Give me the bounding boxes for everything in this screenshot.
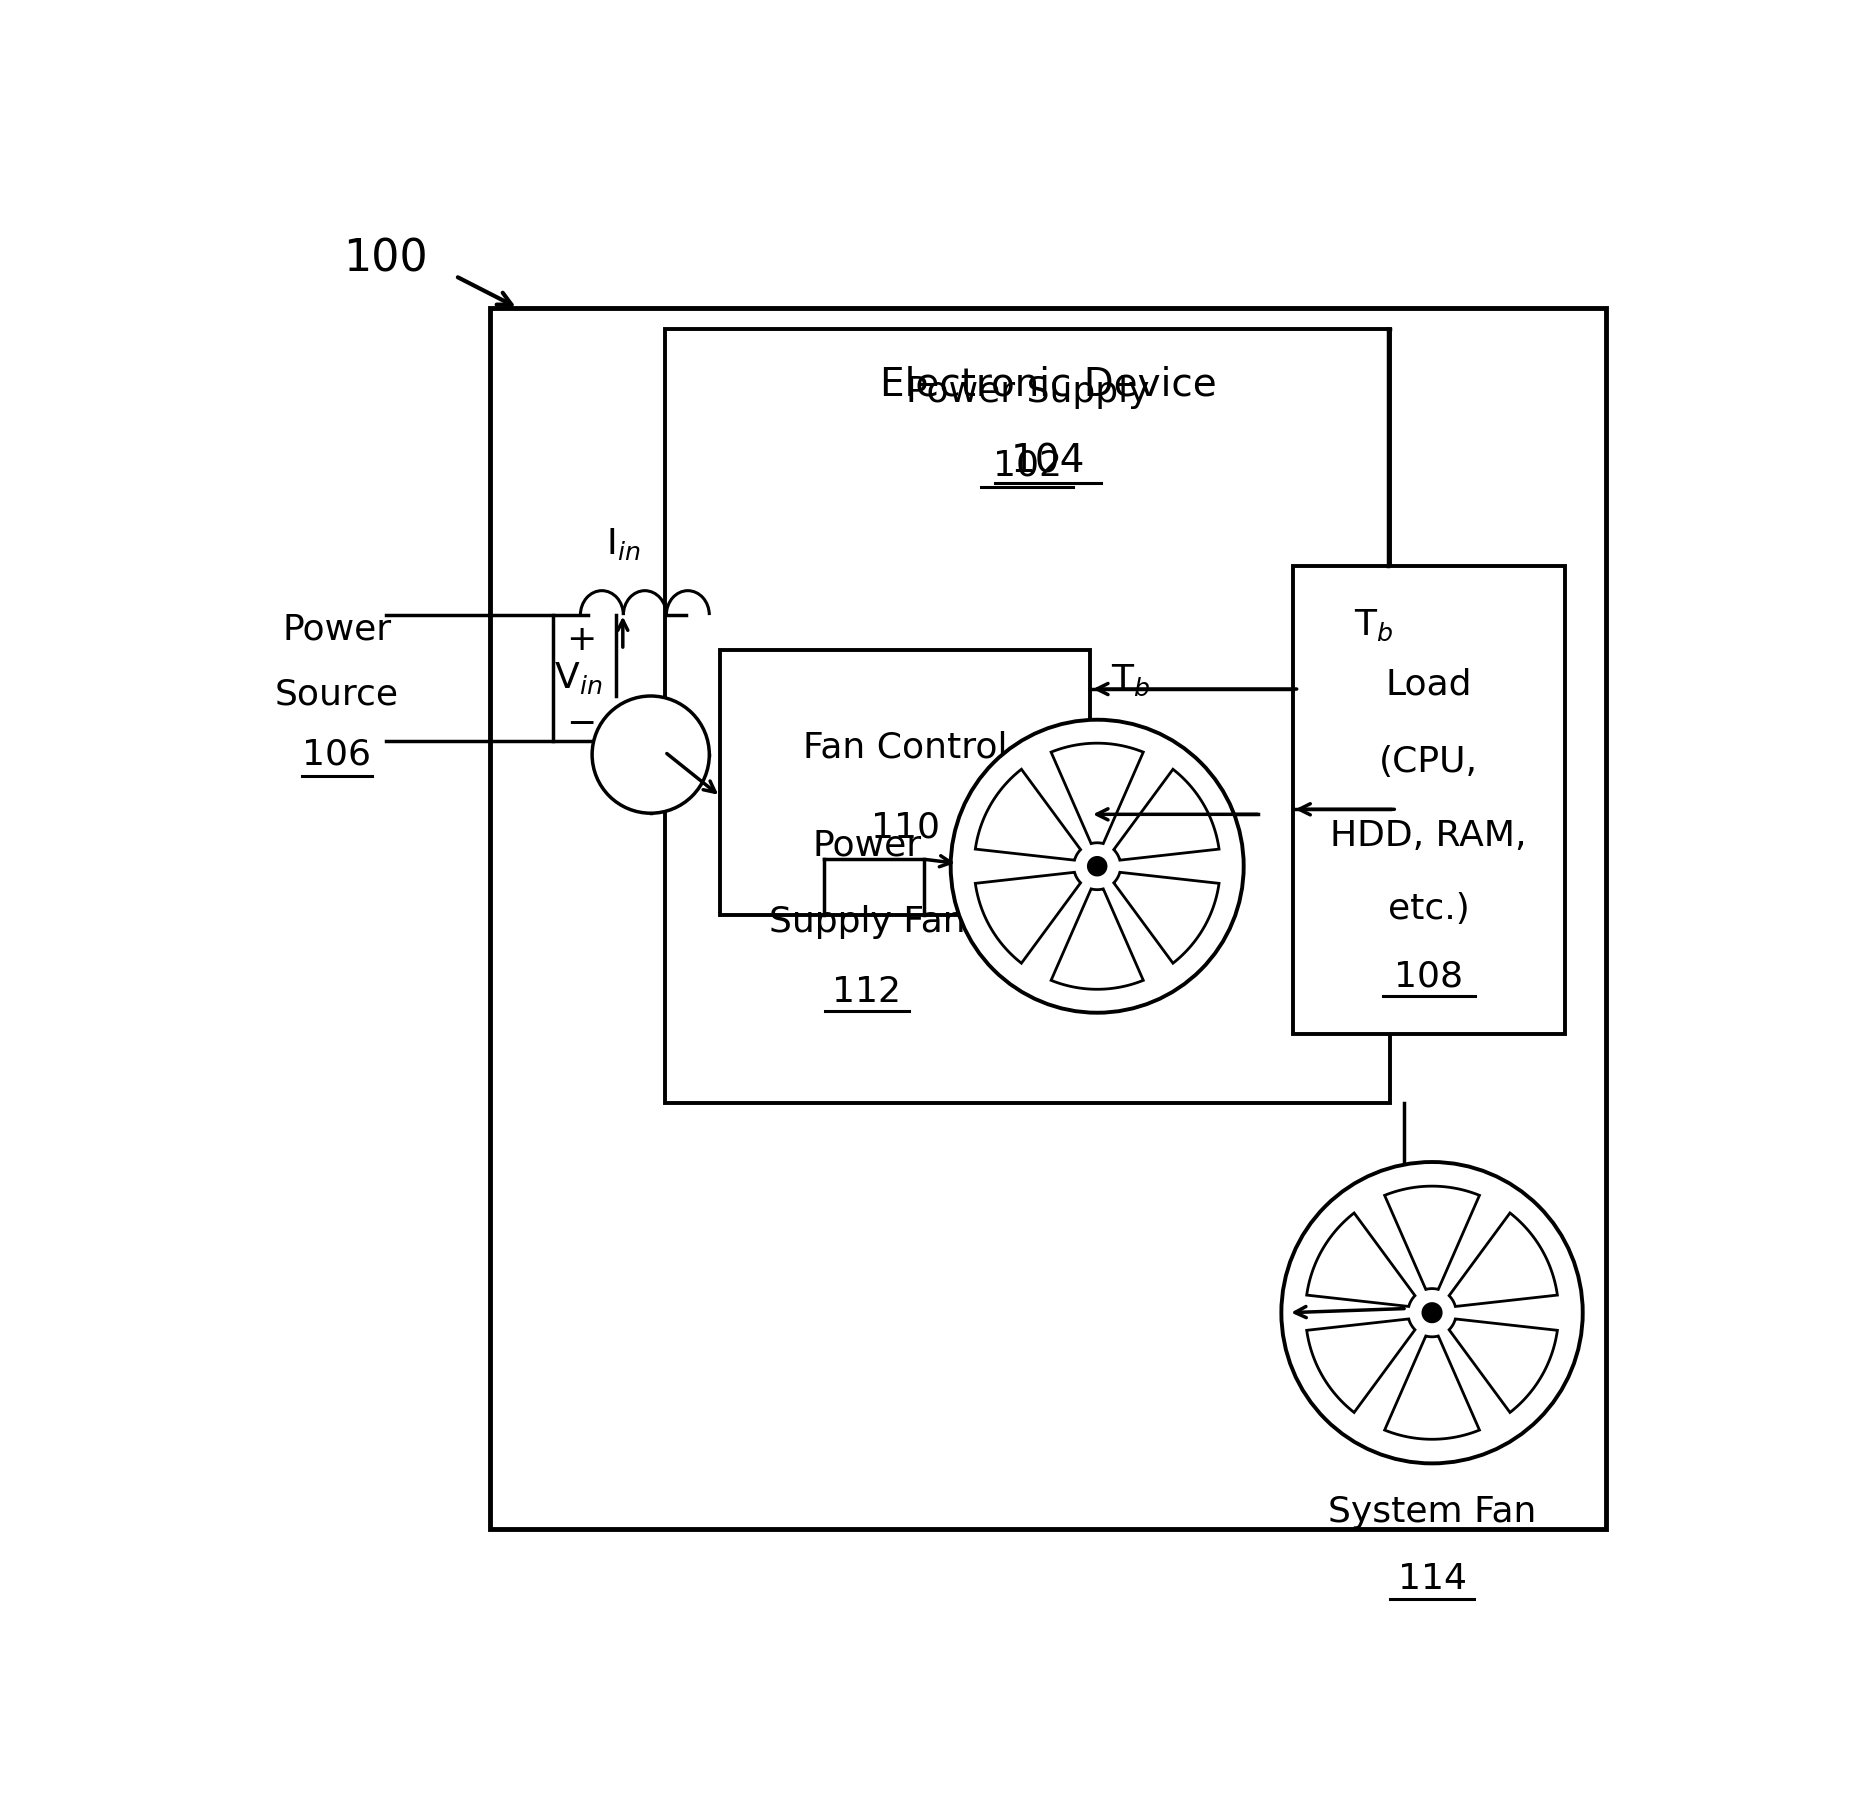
Text: M: M <box>638 739 664 768</box>
Text: HDD, RAM,: HDD, RAM, <box>1330 819 1527 852</box>
Text: +: + <box>566 623 595 658</box>
Circle shape <box>592 696 709 814</box>
Text: V$_{in}$: V$_{in}$ <box>555 660 603 696</box>
Text: Electronic Device: Electronic Device <box>879 366 1217 404</box>
Circle shape <box>1087 855 1107 877</box>
Text: etc.): etc.) <box>1388 893 1469 926</box>
Text: 114: 114 <box>1397 1562 1467 1596</box>
Text: Power Supply: Power Supply <box>905 375 1150 410</box>
Text: Load: Load <box>1386 669 1471 701</box>
Text: −: − <box>566 707 595 741</box>
Circle shape <box>952 719 1243 1013</box>
Bar <box>720 651 1091 915</box>
Text: T$_b$: T$_b$ <box>1354 609 1393 643</box>
Text: 106: 106 <box>302 737 371 772</box>
Text: 112: 112 <box>833 975 902 1009</box>
Text: I$_{in}$: I$_{in}$ <box>605 525 640 562</box>
Circle shape <box>1421 1303 1443 1323</box>
Text: Power: Power <box>282 612 391 647</box>
Bar <box>664 330 1389 1104</box>
Bar <box>490 308 1606 1529</box>
Text: 100: 100 <box>343 237 429 281</box>
Bar <box>1293 565 1564 1033</box>
Circle shape <box>1282 1161 1582 1464</box>
Text: 102: 102 <box>992 449 1061 482</box>
Text: T$_a$: T$_a$ <box>1126 788 1163 824</box>
Text: (CPU,: (CPU, <box>1378 745 1478 779</box>
Text: 110: 110 <box>870 810 940 844</box>
Text: Supply Fan: Supply Fan <box>768 904 965 939</box>
Text: 104: 104 <box>1011 442 1085 480</box>
Text: T$_b$: T$_b$ <box>1111 663 1150 698</box>
Text: Source: Source <box>275 678 399 712</box>
Text: Fan Control: Fan Control <box>803 730 1007 765</box>
Text: 108: 108 <box>1393 959 1464 993</box>
Text: Power: Power <box>812 828 922 863</box>
Text: System Fan: System Fan <box>1328 1495 1536 1529</box>
